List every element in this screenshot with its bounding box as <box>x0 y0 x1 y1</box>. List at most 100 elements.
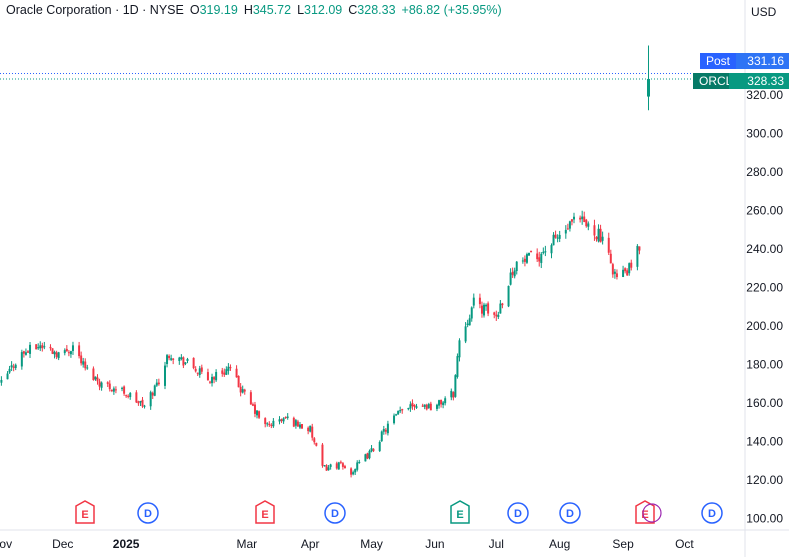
candle[interactable] <box>487 301 490 317</box>
candle[interactable] <box>211 373 214 387</box>
candle[interactable] <box>470 306 473 322</box>
candle[interactable] <box>155 379 158 387</box>
candle[interactable] <box>309 425 312 433</box>
candle[interactable] <box>466 319 469 328</box>
candle[interactable] <box>523 255 526 267</box>
candle[interactable] <box>67 350 70 357</box>
candle[interactable] <box>200 364 203 375</box>
candle[interactable] <box>343 464 346 469</box>
candle[interactable] <box>597 224 600 243</box>
candle[interactable] <box>593 219 596 241</box>
dividend-marker[interactable]: D <box>324 502 346 524</box>
candle[interactable] <box>301 424 304 430</box>
candle[interactable] <box>57 351 60 361</box>
candle[interactable] <box>0 376 3 386</box>
candle[interactable] <box>636 244 639 271</box>
candle[interactable] <box>544 245 547 257</box>
candle[interactable] <box>628 262 631 276</box>
candle[interactable] <box>296 419 299 427</box>
candle[interactable] <box>114 386 117 394</box>
candle[interactable] <box>280 418 283 423</box>
candle[interactable] <box>556 234 559 243</box>
candle[interactable] <box>12 363 15 372</box>
candle[interactable] <box>509 268 512 286</box>
candle[interactable] <box>184 362 187 366</box>
candle[interactable] <box>251 402 254 407</box>
candle[interactable] <box>135 390 138 404</box>
candle[interactable] <box>382 425 385 435</box>
candle[interactable] <box>180 354 183 361</box>
candle[interactable] <box>415 403 418 409</box>
candle[interactable] <box>358 459 361 464</box>
candle[interactable] <box>354 468 357 476</box>
candle[interactable] <box>37 343 40 350</box>
candle[interactable] <box>450 388 453 401</box>
candle[interactable] <box>143 404 146 409</box>
candle[interactable] <box>456 353 459 379</box>
candle[interactable] <box>429 401 432 411</box>
candle[interactable] <box>29 342 32 358</box>
candle[interactable] <box>168 354 171 361</box>
currency-label[interactable]: USD <box>751 5 777 19</box>
dividend-marker[interactable]: D <box>701 502 723 524</box>
candle[interactable] <box>595 236 598 242</box>
x-axis[interactable]: Nov Dec 2025 Mar Apr May Jun Jul Aug Sep Oct <box>0 529 789 551</box>
candle[interactable] <box>572 212 575 224</box>
candle[interactable] <box>55 350 58 360</box>
candle[interactable] <box>425 403 428 411</box>
candle[interactable] <box>151 391 154 399</box>
candle[interactable] <box>515 261 518 275</box>
candle[interactable] <box>268 421 271 427</box>
candle[interactable] <box>607 232 610 255</box>
candle[interactable] <box>626 268 629 276</box>
candle[interactable] <box>71 341 74 355</box>
candle[interactable] <box>163 361 166 390</box>
candle[interactable] <box>341 461 344 470</box>
candle[interactable] <box>401 408 404 414</box>
candle[interactable] <box>92 366 95 381</box>
candle[interactable] <box>495 310 498 321</box>
candle[interactable] <box>554 230 557 239</box>
candle[interactable] <box>483 302 486 318</box>
candle[interactable] <box>298 421 301 430</box>
candle[interactable] <box>172 357 175 365</box>
candle[interactable] <box>329 463 332 470</box>
earnings-marker[interactable]: E <box>75 500 95 524</box>
earnings-marker[interactable]: E <box>635 500 655 524</box>
candle[interactable] <box>125 394 128 398</box>
candle[interactable] <box>41 342 44 352</box>
candle[interactable] <box>14 363 17 371</box>
candle[interactable] <box>213 376 216 384</box>
candle[interactable] <box>521 257 524 264</box>
candle[interactable] <box>170 354 173 362</box>
candle[interactable] <box>335 461 338 470</box>
candle[interactable] <box>307 426 310 435</box>
candle[interactable] <box>540 252 543 269</box>
candle[interactable] <box>141 397 144 408</box>
candle[interactable] <box>423 404 426 410</box>
candle[interactable] <box>485 303 488 311</box>
candle[interactable] <box>206 368 209 381</box>
candle[interactable] <box>378 440 381 453</box>
candle[interactable] <box>440 399 443 408</box>
candle[interactable] <box>458 338 461 362</box>
candle[interactable] <box>552 232 555 246</box>
candle[interactable] <box>442 401 445 409</box>
candle[interactable] <box>69 350 72 358</box>
candle[interactable] <box>129 392 132 400</box>
candle[interactable] <box>6 371 9 380</box>
candle[interactable] <box>438 399 441 409</box>
candle[interactable] <box>464 322 467 344</box>
symbol-title[interactable]: Oracle Corporation · 1D · NYSE <box>6 3 184 17</box>
candle[interactable] <box>493 311 496 319</box>
candle[interactable] <box>337 461 340 470</box>
candle[interactable] <box>613 268 616 279</box>
candle[interactable] <box>39 341 42 352</box>
candle[interactable] <box>249 390 252 405</box>
candle[interactable] <box>550 243 553 259</box>
candle[interactable] <box>266 422 269 427</box>
candle[interactable] <box>192 357 195 370</box>
candle[interactable] <box>22 350 25 358</box>
